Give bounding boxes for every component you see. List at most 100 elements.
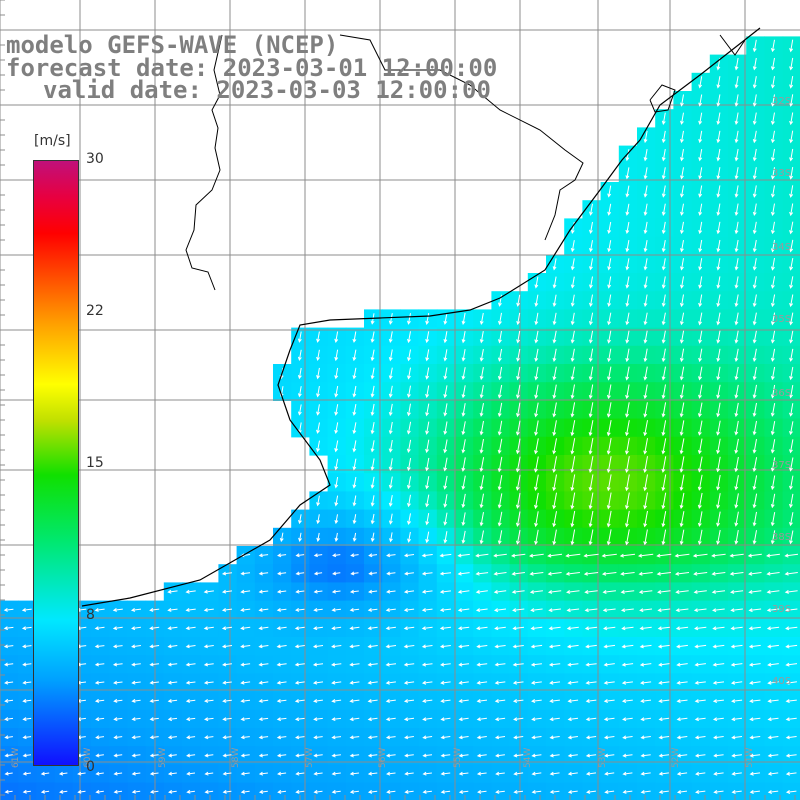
wind-arrow xyxy=(389,532,393,543)
wind-arrow xyxy=(407,531,411,543)
wind-arrow xyxy=(658,680,670,685)
wind-arrow xyxy=(461,475,466,491)
wind-arrow xyxy=(312,680,324,685)
wind-arrow xyxy=(661,420,667,437)
wind-arrow xyxy=(475,608,488,612)
wind-arrow xyxy=(494,717,506,722)
wind-arrow xyxy=(657,644,670,649)
wind-arrow xyxy=(403,698,415,703)
wind-arrow xyxy=(643,240,648,253)
wind-arrow xyxy=(58,771,68,776)
latitude-label: 35S xyxy=(772,314,791,325)
wind-arrow xyxy=(497,530,503,545)
wind-arrow xyxy=(770,512,776,527)
wind-arrow xyxy=(601,553,617,558)
wind-arrow xyxy=(643,221,648,235)
wind-arrow xyxy=(494,644,506,649)
wind-arrow xyxy=(458,771,469,776)
wind-arrow xyxy=(367,680,378,685)
wind-arrow xyxy=(789,203,794,217)
wind-arrow xyxy=(679,492,685,510)
wind-arrow xyxy=(475,571,489,576)
wind-arrow xyxy=(785,680,797,685)
wind-arrow xyxy=(716,221,721,235)
wind-arrow xyxy=(388,458,393,471)
wind-arrow xyxy=(367,644,378,649)
wind-arrow xyxy=(625,221,630,235)
wind-arrow xyxy=(570,510,576,528)
wind-arrow xyxy=(585,699,597,703)
wind-arrow xyxy=(643,185,648,198)
wind-arrow xyxy=(386,789,396,794)
wind-arrow xyxy=(585,771,597,776)
wind-arrow xyxy=(570,402,576,418)
wind-arrow xyxy=(731,771,742,776)
wind-arrow xyxy=(295,589,305,594)
wind-arrow xyxy=(461,439,466,454)
wind-arrow xyxy=(295,771,305,776)
wind-arrow xyxy=(4,735,13,740)
wind-arrow xyxy=(258,607,269,612)
wind-arrow xyxy=(752,402,757,418)
wind-arrow xyxy=(425,385,430,399)
wind-arrow xyxy=(443,403,448,417)
wind-arrow xyxy=(607,185,612,198)
wind-arrow xyxy=(334,440,339,453)
wind-arrow xyxy=(752,366,757,381)
wind-arrow xyxy=(620,608,634,613)
wind-arrow xyxy=(113,789,123,794)
wind-arrow xyxy=(588,348,594,363)
wind-arrow xyxy=(588,312,594,326)
wind-arrow xyxy=(752,457,758,473)
wind-arrow xyxy=(94,626,105,631)
wind-arrow xyxy=(621,644,634,649)
wind-arrow xyxy=(661,276,666,289)
wind-arrow xyxy=(661,149,666,162)
wind-arrow xyxy=(680,221,684,235)
wind-arrow xyxy=(625,203,630,216)
wind-arrow xyxy=(367,789,378,794)
colorbar-tick-label: 22 xyxy=(86,303,104,319)
wind-arrow xyxy=(734,348,739,363)
wind-arrow xyxy=(789,94,794,107)
wind-arrow xyxy=(789,475,794,490)
wind-arrow xyxy=(457,571,470,576)
wind-arrow xyxy=(386,771,396,776)
wind-arrow xyxy=(297,349,302,362)
coastline-atlantic xyxy=(81,27,761,607)
wind-arrow xyxy=(752,203,757,217)
wind-arrow xyxy=(625,276,630,289)
wind-arrow xyxy=(606,420,612,437)
wind-arrow xyxy=(240,626,251,631)
wind-arrow xyxy=(607,240,612,253)
wind-arrow xyxy=(680,258,684,271)
wind-arrow xyxy=(479,439,484,454)
wind-arrow xyxy=(643,529,648,546)
wind-arrow xyxy=(711,553,726,558)
wind-arrow xyxy=(606,402,612,418)
wind-arrow xyxy=(388,367,393,380)
wind-arrow xyxy=(425,494,430,508)
wind-arrow xyxy=(352,385,357,398)
wind-arrow xyxy=(698,312,703,326)
wind-arrow xyxy=(567,698,579,703)
wind-arrow xyxy=(565,571,580,576)
wind-arrow xyxy=(567,680,579,685)
latitude-label: 32S xyxy=(772,96,791,107)
wind-arrow xyxy=(185,626,196,631)
wind-arrow xyxy=(530,626,543,631)
wind-arrow xyxy=(295,571,305,576)
wind-arrow xyxy=(298,514,302,525)
wind-arrow xyxy=(512,680,524,685)
wind-arrow xyxy=(94,698,105,703)
wind-arrow xyxy=(3,662,14,667)
wind-arrow xyxy=(770,130,775,144)
wind-arrow xyxy=(679,330,685,344)
wind-arrow xyxy=(749,771,761,776)
wind-arrow xyxy=(516,402,521,418)
wind-arrow xyxy=(698,221,703,235)
wind-arrow xyxy=(493,589,507,594)
wind-arrow xyxy=(497,438,503,455)
wind-arrow xyxy=(607,348,612,363)
wind-arrow xyxy=(425,331,430,344)
